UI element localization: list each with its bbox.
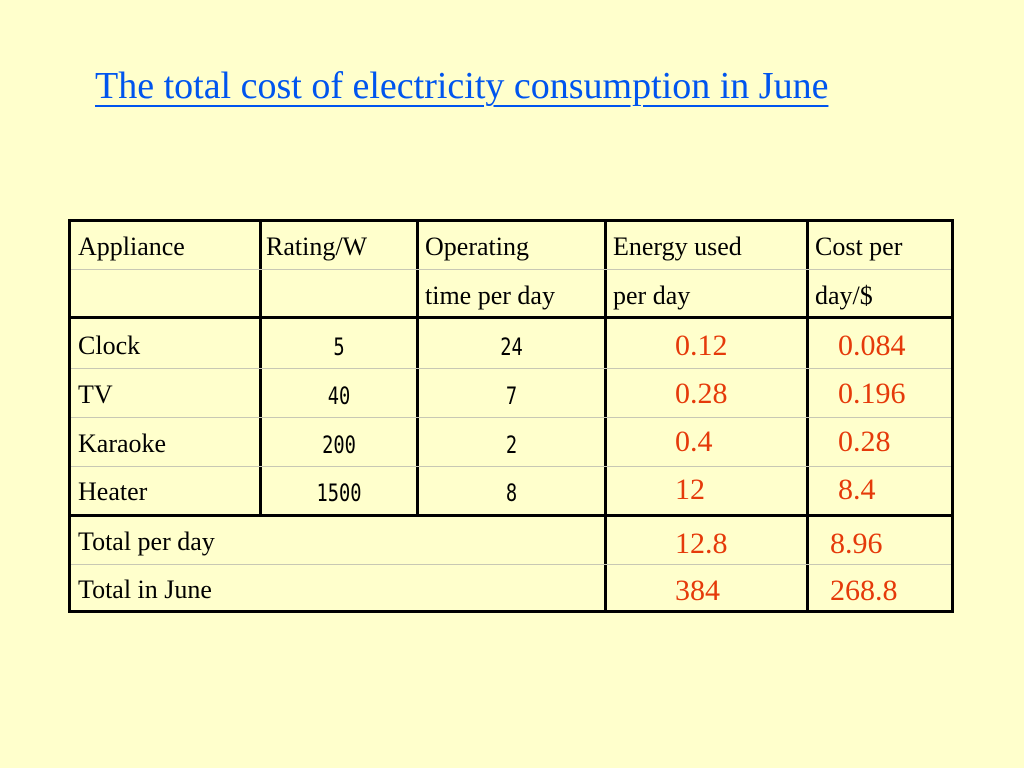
col-divider-1 (259, 219, 262, 516)
rating-value: 200 (322, 431, 356, 459)
header-cost-line2: day/$ (815, 281, 873, 310)
header-energy-line1: Energy used (613, 232, 742, 261)
row-divider (71, 417, 951, 418)
cost-value: 0.28 (838, 425, 891, 458)
appliance-name: Clock (78, 331, 141, 360)
rating-value: 1500 (316, 479, 362, 507)
table-border-left (68, 219, 71, 613)
total-in-june-cost: 268.8 (830, 574, 898, 607)
cost-value: 8.4 (838, 473, 876, 506)
total-per-day-label: Total per day (78, 527, 215, 556)
header-bottom-border (68, 316, 954, 319)
rating-value: 40 (327, 382, 351, 410)
time-value: 8 (505, 479, 518, 507)
total-in-june-label: Total in June (78, 575, 212, 604)
total-in-june-energy: 384 (675, 574, 720, 607)
rating-value: 5 (333, 333, 345, 361)
cost-value: 0.084 (838, 329, 906, 362)
electricity-cost-table: Appliance Rating/W Operating time per da… (68, 219, 954, 613)
page-title: The total cost of electricity consumptio… (95, 65, 829, 107)
table-border-top (68, 219, 954, 222)
time-value: 2 (505, 431, 518, 459)
header-operating-line2: time per day (425, 281, 555, 310)
row-divider (71, 466, 951, 467)
table-border-right (951, 219, 954, 613)
appliance-name: TV (78, 380, 113, 409)
total-per-day-energy: 12.8 (675, 527, 728, 560)
header-energy-line2: per day (613, 281, 691, 310)
cost-value: 0.196 (838, 377, 906, 410)
header-cost-line1: Cost per (815, 232, 903, 261)
appliance-name: Karaoke (78, 429, 167, 458)
time-value: 7 (505, 382, 518, 410)
row-divider (71, 564, 951, 565)
energy-value: 12 (675, 473, 705, 506)
col-divider-4 (806, 219, 809, 613)
energy-value: 0.28 (675, 377, 728, 410)
total-per-day-cost: 8.96 (830, 527, 883, 560)
row-divider (71, 368, 951, 369)
header-operating-line1: Operating (425, 232, 529, 261)
col-divider-2 (416, 219, 419, 516)
appliance-name: Heater (78, 477, 148, 506)
header-row-divider (71, 269, 951, 270)
table-border-bottom (68, 610, 954, 613)
energy-value: 0.12 (675, 329, 728, 362)
header-appliance: Appliance (78, 232, 185, 261)
energy-value: 0.4 (675, 425, 713, 458)
body-bottom-border (68, 514, 954, 517)
header-rating: Rating/W (266, 232, 368, 261)
col-divider-3 (604, 219, 607, 613)
time-value: 24 (500, 333, 523, 361)
